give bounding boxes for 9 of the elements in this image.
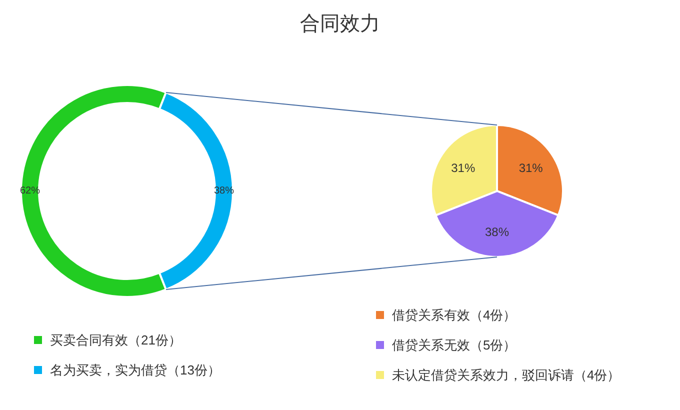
legend-label: 买卖合同有效（21份）	[50, 332, 182, 348]
legend-label: 借贷关系有效（4份）	[392, 308, 516, 322]
legend-label: 名为买卖，实为借贷（13份）	[50, 362, 220, 378]
data-label: 31%	[451, 161, 476, 175]
legend-label: 未认定借贷关系效力，驳回诉请（4份）	[392, 368, 620, 382]
data-label: 38%	[484, 224, 510, 239]
text: 合同效力	[300, 13, 380, 35]
legend-label: 借贷关系无效（5份）	[392, 338, 516, 352]
data-label: 31%	[518, 161, 544, 175]
